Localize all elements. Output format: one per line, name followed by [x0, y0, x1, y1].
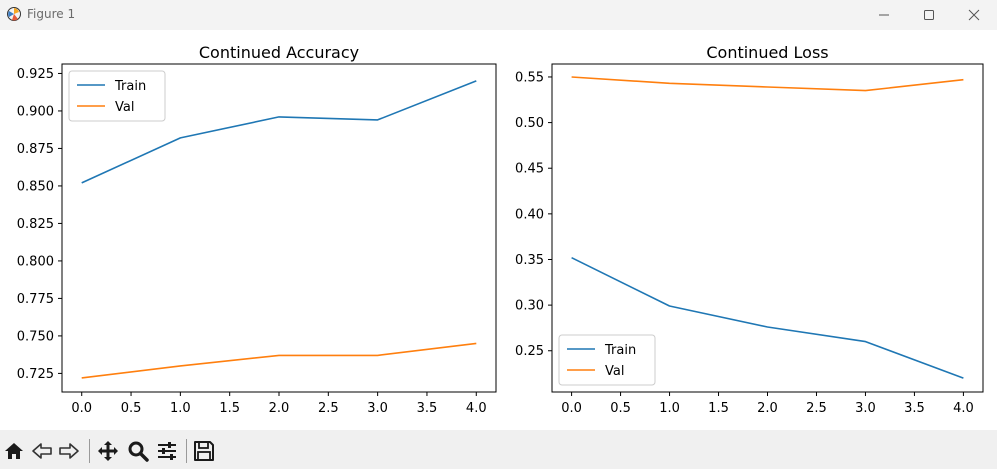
chart1-x-tick-label: 4.0: [466, 401, 487, 416]
window-title: Figure 1: [27, 7, 76, 21]
pan-button[interactable]: [96, 439, 120, 463]
chart2-x-tick-label: 4.0: [953, 401, 974, 416]
forward-arrow-icon: [59, 443, 79, 459]
chart1-series-line-val: [81, 342, 477, 379]
home-button[interactable]: [2, 439, 26, 463]
minimize-button[interactable]: [861, 0, 907, 30]
chart1-x-tick-label: 0.0: [71, 401, 92, 416]
chart2-x-tick-label: 3.0: [855, 401, 876, 416]
chart2-legend-box: [558, 334, 656, 386]
chart2-series-line-train: [571, 256, 964, 379]
chart1-x-tick-label: 3.0: [367, 401, 388, 416]
chart2-y-tick-label: 0.30: [515, 299, 544, 314]
chart2-y-tick-label: 0.35: [515, 253, 544, 268]
chart2-x-tick-label: 1.0: [659, 401, 680, 416]
chart2-y-tick-label: 0.50: [515, 116, 544, 131]
chart1-y-tick-label: 0.800: [17, 254, 54, 269]
chart2-y-tick-label: 0.55: [515, 70, 544, 85]
chart1-y-tick-label: 0.925: [17, 67, 54, 82]
maximize-icon: [924, 10, 934, 20]
move-icon: [98, 441, 118, 461]
chart1-y-tick-label: 0.850: [17, 179, 54, 194]
home-icon: [5, 443, 23, 459]
save-icon: [194, 441, 214, 461]
save-button[interactable]: [192, 439, 216, 463]
close-icon: [968, 9, 980, 21]
chart2-title: Continued Loss: [706, 43, 828, 62]
chart2-x-tick-label: 2.5: [806, 401, 827, 416]
chart2-legend-label-val: Val: [605, 364, 624, 379]
back-button[interactable]: [30, 439, 54, 463]
forward-button[interactable]: [57, 439, 81, 463]
chart1-x-tick-label: 1.0: [170, 401, 191, 416]
configure-subplots-button[interactable]: [155, 439, 179, 463]
chart1-x-tick-label: 0.5: [121, 401, 142, 416]
chart1-legend-label-val: Val: [115, 100, 134, 115]
chart1-y-tick-label: 0.750: [17, 329, 54, 344]
chart1-title: Continued Accuracy: [199, 43, 359, 62]
sliders-icon: [158, 442, 176, 460]
figure-canvas[interactable]: Continued Accuracy 0.0 0.5 1.0 1.5 2.0 2.5 3.0 3…: [0, 30, 997, 430]
chart2-x-tick-label: 3.5: [904, 401, 925, 416]
back-arrow-icon: [32, 443, 52, 459]
chart1-x-tick-label: 2.5: [318, 401, 339, 416]
close-button[interactable]: [951, 0, 997, 30]
chart1-y-tick-label: 0.900: [17, 104, 54, 119]
chart2-y-tick-label: 0.40: [515, 207, 544, 222]
window-titlebar: Figure 1: [0, 0, 997, 30]
chart1-x-tick-label: 2.0: [269, 401, 290, 416]
navigation-toolbar: [0, 430, 997, 469]
app-icon: [7, 7, 21, 21]
chart1-x-tick-label: 3.5: [417, 401, 438, 416]
chart2-x-tick-label: 1.5: [708, 401, 729, 416]
zoom-button[interactable]: [126, 439, 150, 463]
chart2-x-tick-label: 0.0: [561, 401, 582, 416]
toolbar-separator: [186, 439, 187, 463]
chart1-y-tick-label: 0.825: [17, 217, 54, 232]
chart1-y-tick-label: 0.875: [17, 142, 54, 157]
magnifier-icon: [128, 441, 149, 462]
chart1-y-tick-label: 0.725: [17, 367, 54, 382]
toolbar-separator: [89, 439, 90, 463]
charts-svg: Continued Accuracy 0.0 0.5 1.0 1.5 2.0 2.5 3.0 3…: [17, 43, 984, 416]
chart1-series-line-train: [81, 80, 477, 184]
chart2-series-line-val: [571, 76, 964, 92]
chart2-x-tick-label: 2.0: [757, 401, 778, 416]
chart1-x-tick-label: 1.5: [219, 401, 240, 416]
chart2-x-tick-label: 0.5: [610, 401, 631, 416]
chart2-legend-label-train: Train: [604, 343, 636, 358]
chart1-legend-box: [68, 70, 166, 122]
maximize-button[interactable]: [906, 0, 952, 30]
chart1-y-tick-label: 0.775: [17, 292, 54, 307]
chart2-y-tick-label: 0.45: [515, 162, 544, 177]
chart1-legend-label-train: Train: [114, 79, 146, 94]
chart2-y-tick-label: 0.25: [515, 344, 544, 359]
minimize-icon: [879, 14, 889, 16]
